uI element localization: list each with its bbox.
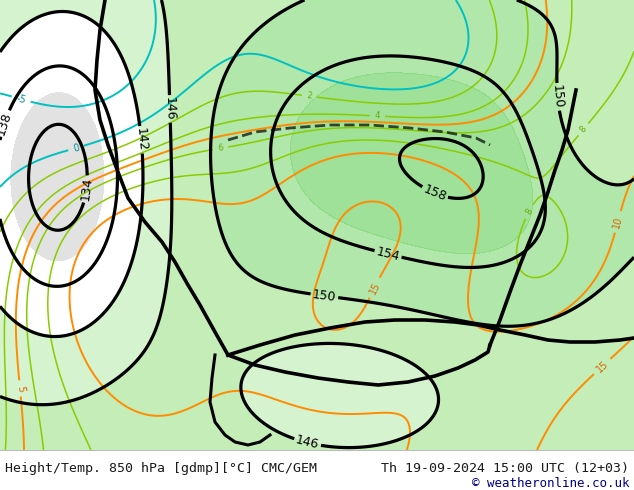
Text: 8: 8 <box>524 207 534 216</box>
Text: Th 19-09-2024 15:00 UTC (12+03): Th 19-09-2024 15:00 UTC (12+03) <box>381 462 629 474</box>
Text: 8: 8 <box>578 124 588 134</box>
Text: 15: 15 <box>367 280 382 295</box>
Text: 2: 2 <box>306 92 313 101</box>
Text: 154: 154 <box>375 245 401 263</box>
Text: 4: 4 <box>375 111 380 121</box>
Text: 6: 6 <box>217 144 224 153</box>
Text: -5: -5 <box>15 93 27 105</box>
Text: 150: 150 <box>550 84 566 109</box>
Text: 134: 134 <box>79 176 94 201</box>
Text: © weatheronline.co.uk: © weatheronline.co.uk <box>472 476 629 490</box>
Text: 10: 10 <box>611 215 624 229</box>
Text: 150: 150 <box>312 288 337 304</box>
Text: 146: 146 <box>294 434 321 452</box>
Text: 15: 15 <box>594 359 610 374</box>
Text: 138: 138 <box>0 110 15 137</box>
Text: Height/Temp. 850 hPa [gdmp][°C] CMC/GEM: Height/Temp. 850 hPa [gdmp][°C] CMC/GEM <box>5 462 317 474</box>
Text: 5: 5 <box>15 385 25 392</box>
Text: 0: 0 <box>72 142 81 153</box>
Text: 158: 158 <box>421 183 448 204</box>
Text: 142: 142 <box>134 127 149 152</box>
Text: 146: 146 <box>163 97 177 121</box>
